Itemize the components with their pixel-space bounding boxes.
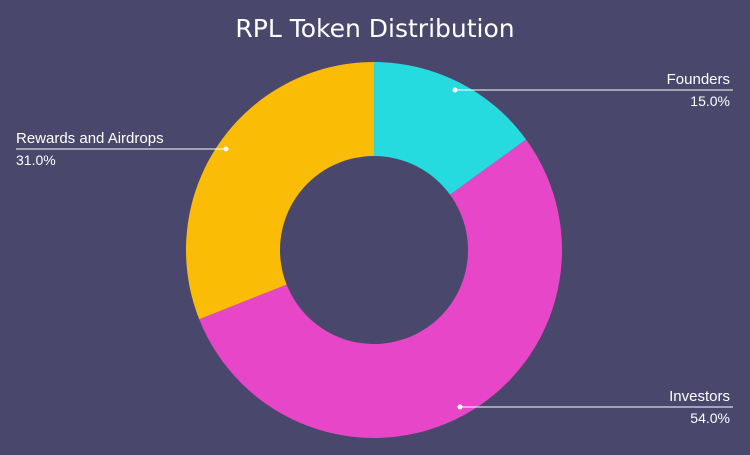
- slice-founders: [374, 62, 527, 195]
- slice-percent-investors: 54.0%: [690, 410, 730, 426]
- slice-investors: [199, 139, 562, 439]
- slice-rewards-and-airdrops: [186, 62, 374, 320]
- slice-label-founders: Founders: [667, 71, 730, 88]
- slice-label-investors: Investors: [669, 388, 730, 405]
- chart-title: RPL Token Distribution: [235, 14, 515, 43]
- slice-percent-rewards-and-airdrops: 31.0%: [16, 152, 56, 168]
- slice-percent-founders: 15.0%: [690, 93, 730, 109]
- slice-label-rewards-and-airdrops: Rewards and Airdrops: [16, 130, 164, 147]
